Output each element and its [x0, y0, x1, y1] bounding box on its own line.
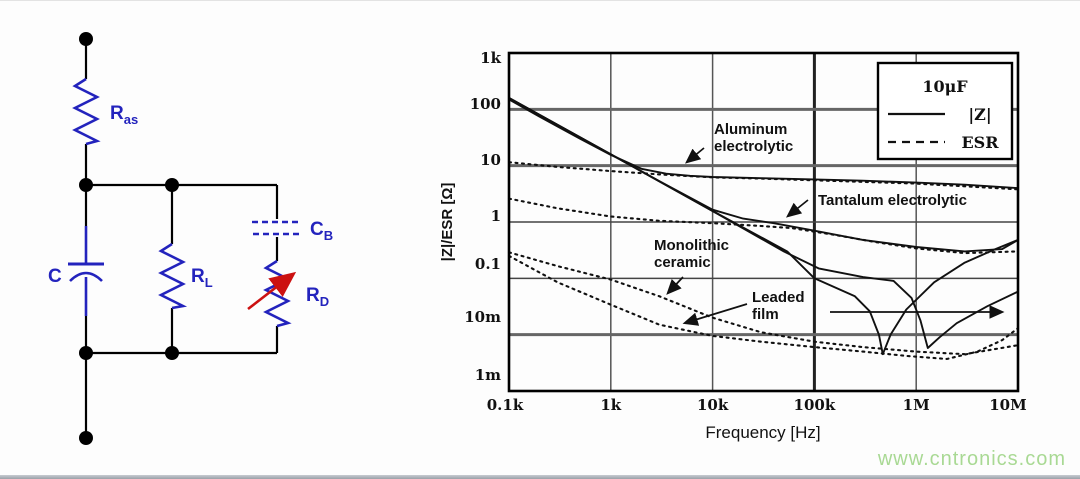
annotation-monolithic-ceramic-line2: ceramic [654, 254, 711, 271]
label-rl: RL [191, 266, 213, 290]
x-tick-0.1k: 0.1k [487, 396, 524, 414]
x-tick-1k: 1k [600, 396, 621, 414]
resistor-rl [158, 242, 188, 310]
series-tantalum-esr [507, 197, 1020, 255]
chart-panel: 0.1k 1k 10k 100k 1M 10M 1k 100 10 1 0.1 10m 1m Freque… [400, 1, 1080, 479]
x-tick-1M: 1M [903, 396, 930, 414]
legend-label-esr: ESR [961, 133, 999, 152]
impedance-chart: 0.1k 1k 10k 100k 1M 10M 1k 100 10 1 0.1 10m 1m Freque… [439, 49, 1027, 442]
annotation-arrow-monolithic-ceramic-1 [666, 276, 684, 295]
junction-dot-left-bottom [79, 346, 93, 360]
annotation-leaded-film-line1: Leaded [752, 289, 805, 306]
circuit-components [68, 77, 302, 328]
x-tick-100k: 100k [794, 396, 836, 414]
label-c: C [48, 266, 62, 287]
junction-dot-mid-top [165, 178, 179, 192]
plot-border [507, 51, 1020, 393]
label-ras: Ras [110, 103, 138, 127]
y-axis-label: |Z|/ESR [Ω] [439, 183, 456, 262]
junction-dot-mid-bottom [165, 346, 179, 360]
label-cb: CB [310, 219, 333, 243]
legend-title: 10μF [922, 77, 968, 96]
junction-dot-left-top [79, 178, 93, 192]
series-film-esr [507, 254, 1020, 361]
series-aluminum-z [508, 98, 1019, 190]
annotation-leaded-film-line2: film [752, 306, 779, 323]
variable-resistor-arrow [247, 271, 297, 311]
x-tick-10M: 10M [989, 396, 1026, 414]
annotation-aluminum-electrolytic-line1: Aluminum [714, 121, 787, 138]
y-tick-10m: 10m [464, 308, 501, 326]
y-tick-1m: 1m [475, 366, 501, 384]
annotation-leaded-film: Leaded film [752, 289, 805, 323]
annotation-tantalum-electrolytic: Tantalum electrolytic [818, 192, 967, 209]
series-aluminum-esr [507, 161, 1020, 191]
label-rd: RD [306, 285, 329, 309]
chart-legend: 10μF|Z| ESR [876, 61, 1014, 161]
terminal-dot-bottom [79, 431, 93, 445]
series-film-z [508, 97, 1019, 349]
capacitor-c-plate-bottom [69, 271, 103, 282]
annotation-arrow-leaded-film-1 [682, 303, 748, 326]
annotation-monolithic-ceramic-line1: Monolithic [654, 237, 729, 254]
x-tick-10k: 10k [697, 396, 729, 414]
watermark: www.cntronics.com [877, 448, 1066, 470]
bottom-edge-strip [0, 475, 1080, 479]
series-ceramic-esr [507, 251, 1020, 356]
y-tick-100: 100 [470, 95, 501, 113]
resistor-ras [72, 77, 101, 146]
annotation-aluminum-electrolytic: Aluminum electrolytic [714, 121, 793, 155]
circuit-diagram: Ras C RL CB RD [48, 32, 333, 445]
annotation-monolithic-ceramic: Monolithic ceramic [654, 237, 729, 271]
component-labels: Ras C RL CB RD [48, 103, 333, 309]
junction-dots [79, 32, 179, 445]
y-tick-10: 10 [480, 151, 501, 169]
y-tick-0.1: 0.1 [475, 255, 501, 273]
annotation-arrow-aluminum-electrolytic-1 [685, 147, 705, 164]
circuit-wires [84, 39, 279, 438]
y-tick-1k: 1k [480, 49, 501, 67]
legend-label-z: |Z| [968, 105, 991, 124]
terminal-dot-top [79, 32, 93, 46]
circuit-panel: Ras C RL CB RD [0, 1, 400, 479]
annotation-tantalum-electrolytic-line1: Tantalum electrolytic [818, 192, 967, 209]
x-axis-label: Frequency [Hz] [705, 423, 820, 442]
annotation-aluminum-electrolytic-line2: electrolytic [714, 138, 793, 155]
annotation-arrow-tantalum-electrolytic-1 [786, 199, 809, 218]
y-tick-1: 1 [491, 207, 501, 225]
